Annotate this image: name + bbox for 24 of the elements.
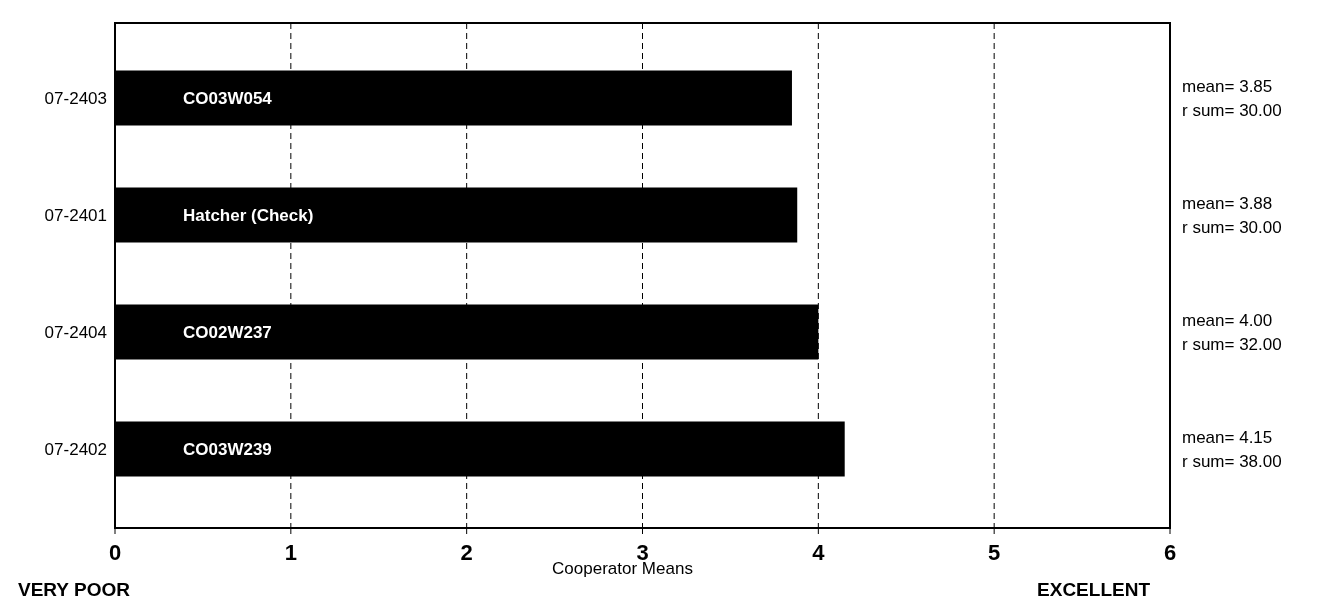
data-label: mean= 4.15 <box>1182 428 1273 447</box>
data-label: mean= 3.85 <box>1182 77 1273 96</box>
x-tick-label: 0 <box>108 540 122 565</box>
x-tick-label: 4 <box>812 540 826 565</box>
y-tick-label: 07-2404 <box>44 323 107 342</box>
x-tick-label: 6 <box>1163 540 1177 565</box>
text: VERY POOR <box>18 579 131 600</box>
annotation: CO02W237 <box>183 323 272 342</box>
annotation: Hatcher (Check) <box>183 206 314 225</box>
y-tick-label: 07-2403 <box>44 89 107 108</box>
text: r sum= 30.00 <box>1182 218 1282 237</box>
y-tick-label: 07-2402 <box>44 440 107 459</box>
text: EXCELLENT <box>1037 579 1151 600</box>
annotation: CO03W054 <box>183 89 273 108</box>
data-label: mean= 3.88 <box>1182 194 1273 213</box>
x-tick-label: 5 <box>988 540 1001 565</box>
text: r sum= 32.00 <box>1182 335 1282 354</box>
x-tick-label: 2 <box>460 540 473 565</box>
y-tick-label: 07-2401 <box>44 206 107 225</box>
x-tick-label: 1 <box>284 540 297 565</box>
data-label: mean= 4.00 <box>1182 311 1273 330</box>
text: r sum= 38.00 <box>1182 452 1282 471</box>
text: r sum= 30.00 <box>1182 101 1282 120</box>
annotation: CO03W239 <box>183 440 272 459</box>
